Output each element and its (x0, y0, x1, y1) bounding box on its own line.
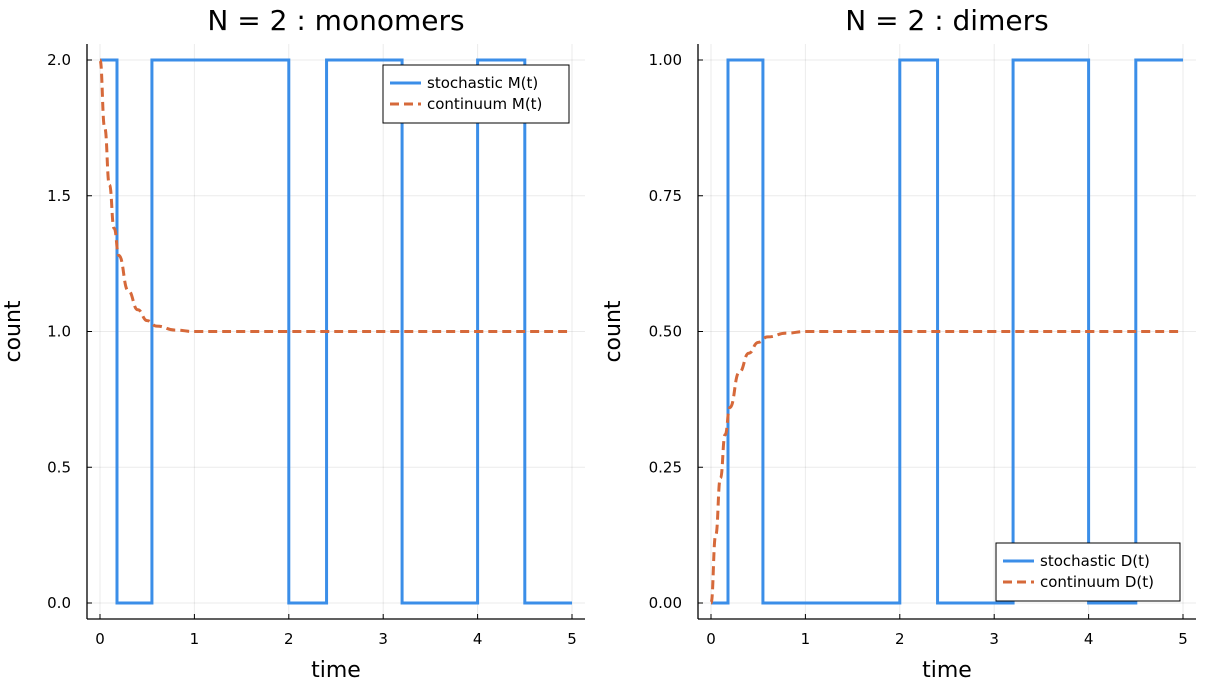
dimers-legend: stochastic D(t) continuum D(t) (995, 542, 1181, 602)
dimers-legend-box (995, 542, 1181, 602)
dimers-series (709, 58, 1183, 605)
monomers-panel: N = 2 : monomers time count 0 1 2 3 4 5 0.0 0.5… (1, 4, 585, 683)
x-tick-label-0: 0 (95, 630, 105, 648)
y-tick-label-2: 1.0 (47, 323, 71, 341)
legend-label-stochastic-d: stochastic D(t) (1040, 552, 1150, 570)
legend-label-stochastic-m: stochastic M(t) (427, 74, 538, 92)
monomers-axes: 0 1 2 3 4 5 0.0 0.5 1.0 1.5 2.0 (47, 44, 585, 648)
series-line-continuum-m-t- (98, 58, 572, 334)
x-tick-label-2: 2 (895, 630, 905, 648)
y-tick-label-1: 0.25 (649, 458, 682, 476)
dimers-x-axis-label: time (922, 658, 972, 683)
dimers-y-axis-label: count (601, 300, 626, 362)
x-tick-label-1: 1 (190, 630, 200, 648)
x-tick-label-5: 5 (567, 630, 577, 648)
x-tick-label-5: 5 (1178, 630, 1188, 648)
legend-label-continuum-m: continuum M(t) (427, 95, 542, 113)
y-tick-label-0: 0.00 (649, 594, 682, 612)
monomers-legend-box (382, 64, 570, 124)
monomers-title: N = 2 : monomers (207, 4, 464, 37)
x-tick-label-1: 1 (801, 630, 811, 648)
monomers-series (98, 58, 572, 605)
series-line-continuum-d-t- (709, 329, 1183, 605)
y-tick-label-4: 1.00 (649, 51, 682, 69)
y-tick-label-4: 2.0 (47, 51, 71, 69)
x-tick-label-3: 3 (989, 630, 999, 648)
dimers-panel: N = 2 : dimers time count 0 1 2 3 4 5 0.00 0.25… (601, 4, 1196, 683)
y-tick-label-2: 0.50 (649, 323, 682, 341)
monomers-x-axis-label: time (311, 658, 361, 683)
monomers-legend: stochastic M(t) continuum M(t) (382, 64, 570, 124)
y-tick-label-1: 0.5 (47, 458, 71, 476)
x-tick-label-2: 2 (284, 630, 294, 648)
x-tick-label-4: 4 (1084, 630, 1094, 648)
x-tick-label-4: 4 (473, 630, 483, 648)
dimers-axes: 0 1 2 3 4 5 0.00 0.25 0.50 0.75 1.00 (649, 44, 1196, 648)
legend-label-continuum-d: continuum D(t) (1040, 573, 1154, 591)
x-tick-label-3: 3 (378, 630, 388, 648)
dimers-title: N = 2 : dimers (845, 4, 1048, 37)
y-tick-label-3: 0.75 (649, 187, 682, 205)
x-tick-label-0: 0 (706, 630, 716, 648)
y-tick-label-3: 1.5 (47, 187, 71, 205)
monomers-y-axis-label: count (1, 300, 26, 362)
y-tick-label-0: 0.0 (47, 594, 71, 612)
